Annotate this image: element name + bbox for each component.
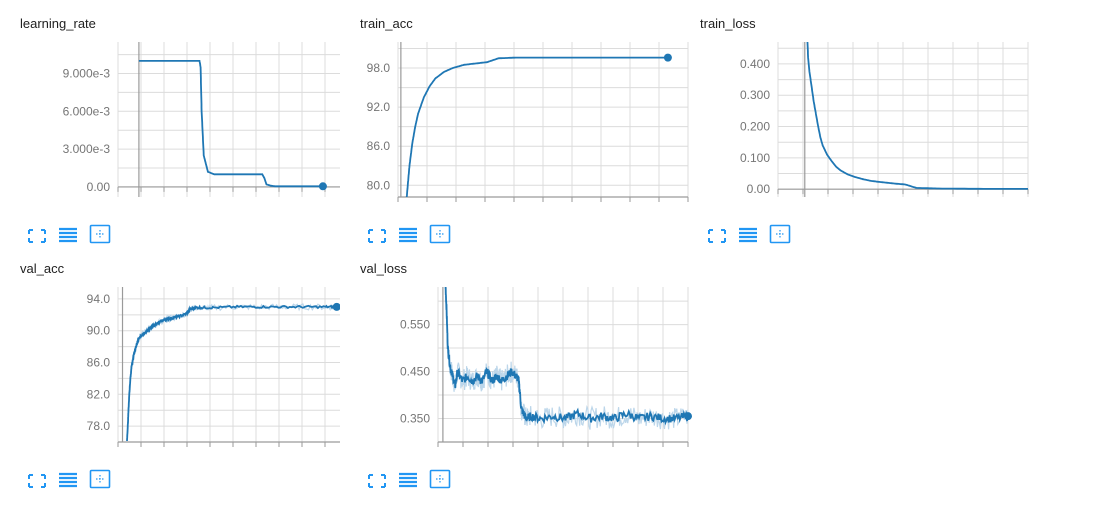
- chart-title: learning_rate: [20, 16, 96, 31]
- y-tick-label: 0.400: [740, 57, 770, 71]
- chart-title: val_loss: [360, 261, 407, 276]
- fit-domain-button[interactable]: [89, 469, 111, 489]
- series-line: [405, 56, 668, 197]
- y-tick-label: 0.550: [400, 318, 430, 332]
- toggle-data-button[interactable]: [57, 226, 79, 246]
- y-tick-label: 0.00: [87, 180, 111, 194]
- last-point-marker: [684, 412, 692, 421]
- last-point-marker: [663, 53, 672, 62]
- y-tick-label: 0.300: [740, 88, 770, 102]
- fit-domain-icon: [89, 469, 111, 489]
- chart-card-train-acc: train_acc 80.0 86.0 92.0 98.0: [340, 0, 689, 246]
- y-tick-label: 78.0: [87, 419, 111, 433]
- series-line: [138, 60, 323, 188]
- last-point-marker: [332, 302, 340, 311]
- fit-domain-button[interactable]: [769, 224, 791, 244]
- expand-icon: [28, 474, 46, 488]
- y-tick-label: 0.450: [400, 365, 430, 379]
- y-tick-label: 3.000e-3: [63, 142, 111, 156]
- fit-domain-button[interactable]: [89, 224, 111, 244]
- val-loss-plot[interactable]: 0.350 0.450 0.550: [340, 245, 700, 455]
- toggle-data-button[interactable]: [397, 471, 419, 491]
- fit-domain-button[interactable]: [429, 224, 451, 244]
- fit-domain-button[interactable]: [429, 469, 451, 489]
- expand-icon: [28, 229, 46, 243]
- y-tick-label: 0.100: [740, 151, 770, 165]
- chart-title: train_loss: [700, 16, 756, 31]
- chart-title: train_acc: [360, 16, 413, 31]
- toggle-data-button[interactable]: [737, 226, 759, 246]
- toggle-data-icon: [59, 472, 77, 488]
- expand-button[interactable]: [706, 226, 728, 246]
- toggle-data-button[interactable]: [57, 471, 79, 491]
- raw-series-line: [444, 287, 688, 430]
- expand-icon: [368, 229, 386, 243]
- y-tick-label: 86.0: [367, 139, 391, 153]
- last-point-marker: [318, 182, 327, 191]
- val-acc-plot[interactable]: 78.0 82.0 86.0 90.0 94.0: [0, 245, 340, 455]
- fit-domain-icon: [429, 224, 451, 244]
- y-tick-label: 0.350: [400, 412, 430, 426]
- y-tick-label: 86.0: [87, 356, 111, 370]
- toggle-data-icon: [399, 227, 417, 243]
- expand-button[interactable]: [366, 471, 388, 491]
- learning-rate-plot[interactable]: 0.00 3.000e-3 6.000e-3 9.000e-3: [0, 0, 340, 210]
- series-line: [806, 42, 1028, 190]
- toggle-data-icon: [399, 472, 417, 488]
- expand-button[interactable]: [26, 471, 48, 491]
- expand-icon: [368, 474, 386, 488]
- expand-button[interactable]: [366, 226, 388, 246]
- fit-domain-icon: [429, 469, 451, 489]
- toggle-data-button[interactable]: [397, 226, 419, 246]
- y-tick-label: 98.0: [367, 61, 391, 75]
- y-tick-label: 6.000e-3: [63, 104, 111, 118]
- chart-card-val-loss: val_loss 0.350 0.450 0.550: [340, 245, 692, 491]
- y-tick-label: 9.000e-3: [63, 67, 111, 81]
- fit-domain-icon: [769, 224, 791, 244]
- y-tick-label: 80.0: [367, 178, 391, 192]
- toggle-data-icon: [739, 227, 757, 243]
- expand-icon: [708, 229, 726, 243]
- y-tick-label: 0.00: [747, 182, 771, 196]
- toggle-data-icon: [59, 227, 77, 243]
- train-loss-plot[interactable]: 0.00 0.100 0.200 0.300 0.400: [680, 0, 1040, 210]
- y-tick-label: 94.0: [87, 292, 111, 306]
- grid: [117, 287, 340, 443]
- y-tick-label: 90.0: [87, 324, 111, 338]
- y-tick-label: 92.0: [367, 100, 391, 114]
- grid: [777, 42, 1029, 197]
- chart-card-learning-rate: learning_rate 0.00 3.000e-3 6.000e-3 9.000e…: [0, 0, 340, 245]
- expand-button[interactable]: [26, 226, 48, 246]
- grid: [397, 42, 689, 197]
- chart-title: val_acc: [20, 261, 65, 276]
- series-line: [126, 304, 338, 442]
- y-tick-label: 0.200: [740, 120, 770, 134]
- train-acc-plot[interactable]: 80.0 86.0 92.0 98.0: [340, 0, 700, 210]
- fit-domain-icon: [89, 224, 111, 244]
- y-tick-label: 82.0: [87, 387, 111, 401]
- chart-card-train-loss: train_loss 0.00 0.100 0.200 0.300 0.400: [680, 0, 1029, 246]
- chart-card-val-acc: val_acc 78.0 82.0 86.0 90.0 94.0: [0, 245, 340, 490]
- series-line: [444, 287, 688, 426]
